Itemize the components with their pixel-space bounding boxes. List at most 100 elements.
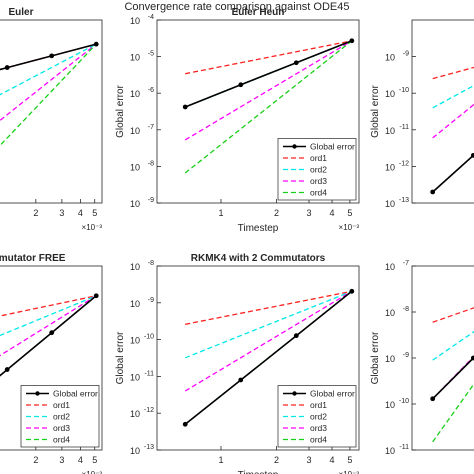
x-tick-label: 3 bbox=[59, 455, 64, 465]
data-point bbox=[293, 333, 299, 339]
data-point bbox=[4, 367, 10, 372]
y-tick-exponent: -7 bbox=[403, 260, 409, 267]
data-point bbox=[430, 396, 436, 402]
y-tick-label: 10 bbox=[130, 89, 140, 99]
x-tick-label: 2 bbox=[33, 455, 38, 465]
plot-area bbox=[0, 293, 99, 377]
data-point bbox=[93, 41, 99, 47]
y-tick-exponent: -9 bbox=[403, 51, 409, 58]
x-tick-label: 3 bbox=[306, 455, 311, 465]
y-tick-exponent: -7 bbox=[148, 124, 154, 131]
y-tick-exponent: -8 bbox=[148, 260, 154, 267]
subplot-title: Euler bbox=[8, 7, 33, 18]
series-line-global-error bbox=[0, 295, 97, 377]
y-tick-exponent: -10 bbox=[399, 87, 409, 94]
figure-suptitle: Convergence rate comparison against ODE4… bbox=[124, 1, 349, 13]
x-tick-label: 2 bbox=[33, 208, 38, 218]
y-tick-exponent: -9 bbox=[148, 197, 154, 204]
x-exponent-label: ×10⁻³ bbox=[82, 223, 103, 232]
legend-label: ord1 bbox=[310, 400, 327, 410]
series-line-ord2 bbox=[0, 295, 97, 337]
plot-area bbox=[430, 66, 474, 195]
y-tick-label: 10 bbox=[130, 372, 140, 382]
x-tick-label: 1 bbox=[218, 208, 223, 218]
y-axis-label: Global error bbox=[370, 331, 381, 384]
y-tick-label: 10 bbox=[130, 126, 140, 136]
x-tick-label: 3 bbox=[306, 208, 311, 218]
legend-label: ord3 bbox=[53, 423, 70, 433]
series-line-ord4 bbox=[184, 40, 353, 174]
x-tick-label: 5 bbox=[347, 455, 352, 465]
x-tick-label: 5 bbox=[92, 208, 97, 218]
series-line-ord4 bbox=[0, 43, 97, 147]
series-line-global-error bbox=[184, 40, 353, 108]
series-line-ord2 bbox=[432, 330, 474, 361]
y-tick-exponent: -11 bbox=[399, 124, 409, 131]
y-tick-label: 10 bbox=[385, 446, 395, 456]
plot-area bbox=[430, 307, 474, 443]
series-line-global-error bbox=[0, 43, 97, 71]
legend-label: ord3 bbox=[310, 423, 327, 433]
series-line-ord3 bbox=[0, 295, 97, 357]
x-tick-label: 5 bbox=[347, 208, 352, 218]
x-tick-label: 4 bbox=[330, 208, 335, 218]
series-line-ord1 bbox=[0, 295, 97, 317]
data-point bbox=[430, 189, 436, 195]
legend-label: ord4 bbox=[310, 435, 327, 445]
x-tick-label: 3 bbox=[59, 208, 64, 218]
x-exponent-label: ×10⁻³ bbox=[82, 470, 103, 474]
data-point bbox=[238, 377, 244, 383]
y-tick-exponent: -5 bbox=[148, 51, 154, 58]
series-line-ord3 bbox=[184, 290, 353, 392]
data-point bbox=[349, 38, 355, 44]
legend-label: ord4 bbox=[53, 435, 70, 445]
x-tick-label: 2 bbox=[274, 208, 279, 218]
y-tick-exponent: -11 bbox=[399, 444, 409, 451]
x-axis-label: Timestep bbox=[238, 470, 279, 474]
legend-marker bbox=[292, 144, 297, 149]
x-tick-label: 5 bbox=[92, 455, 97, 465]
subplot-5: 1 2 3 4 5 10 -13 10 -12 10 -11 10 -10 10 -9 10 -8 ×10⁻³ RK… bbox=[115, 253, 360, 474]
y-tick-exponent: -8 bbox=[148, 160, 154, 167]
data-point bbox=[182, 421, 188, 427]
legend-label: ord2 bbox=[310, 412, 327, 422]
series-line-ord4 bbox=[432, 382, 474, 443]
subplot-title: Euler Heun bbox=[232, 7, 285, 18]
legend-label: ord1 bbox=[310, 153, 327, 163]
legend-label: Global error bbox=[310, 142, 355, 152]
y-tick-label: 10 bbox=[130, 409, 140, 419]
subplot-title: Commutator FREE bbox=[0, 253, 66, 264]
y-tick-label: 10 bbox=[130, 162, 140, 172]
y-tick-label: 10 bbox=[130, 446, 140, 456]
plot-area bbox=[182, 288, 355, 427]
y-axis-label: Global error bbox=[115, 84, 126, 137]
data-point bbox=[238, 82, 244, 88]
y-tick-label: 10 bbox=[385, 53, 395, 63]
y-tick-exponent: -10 bbox=[144, 334, 154, 341]
subplot-title: RKMK4 with 2 Commutators bbox=[191, 253, 326, 264]
legend-label: ord4 bbox=[310, 188, 327, 198]
legend-label: ord2 bbox=[53, 412, 70, 422]
data-point bbox=[49, 53, 55, 59]
y-tick-label: 10 bbox=[130, 53, 140, 63]
series-line-global-error bbox=[432, 357, 474, 400]
y-tick-label: 10 bbox=[385, 308, 395, 318]
series-line-ord2 bbox=[184, 290, 353, 359]
y-tick-exponent: -11 bbox=[144, 370, 154, 377]
x-tick-label: 2 bbox=[274, 455, 279, 465]
axes-frame bbox=[0, 19, 103, 204]
x-exponent-label: ×10⁻³ bbox=[339, 470, 360, 474]
subplot-1: 2 3 4 5 ×10⁻³ Euler bbox=[0, 7, 103, 232]
y-tick-exponent: -12 bbox=[399, 160, 409, 167]
legend-label: Global error bbox=[53, 389, 98, 399]
y-tick-exponent: -13 bbox=[399, 197, 409, 204]
y-tick-label: 10 bbox=[385, 126, 395, 136]
y-tick-label: 10 bbox=[385, 199, 395, 209]
subplot-6: 10 -11 10 -10 10 -9 10 -8 10 -7 Global error bbox=[370, 260, 474, 456]
legend-label: ord3 bbox=[310, 176, 327, 186]
plot-area bbox=[0, 41, 99, 147]
